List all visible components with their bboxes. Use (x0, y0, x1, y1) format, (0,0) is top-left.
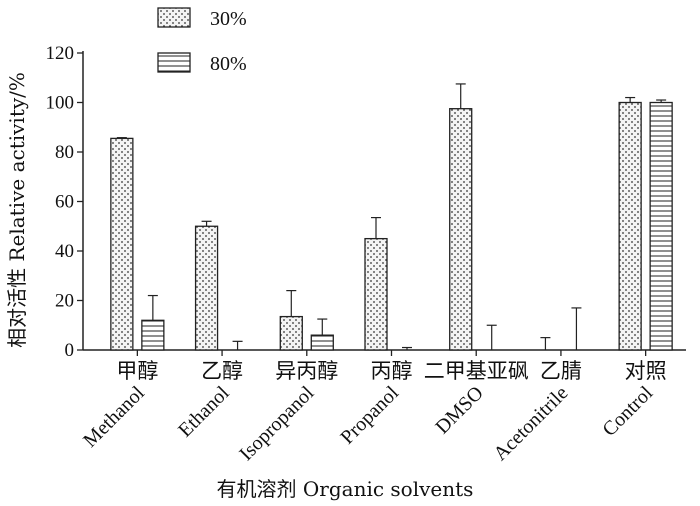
axes: 0 20 40 60 80 100 120 (46, 43, 686, 361)
legend-swatch (157, 7, 191, 28)
error-bars (116, 83, 667, 350)
category-label-cn: 丙醇 (371, 359, 413, 383)
y-tick-label: 20 (55, 291, 74, 312)
bar-series-30 (279, 315, 303, 351)
y-tick-label: 80 (55, 142, 74, 163)
bar-series-80 (649, 101, 673, 351)
category-label-en: Isopropanol (235, 382, 318, 465)
category-label-en: Propanol (336, 382, 403, 449)
y-tick-label: 0 (65, 340, 75, 361)
category-label-cn: 二甲基亚砜 (424, 359, 529, 383)
y-tick-label: 60 (55, 192, 74, 213)
category-label-cn: 乙腈 (540, 359, 582, 383)
category-label-en: Control (598, 382, 657, 441)
y-tick-label: 120 (46, 43, 75, 64)
legend: 30% 80% (157, 7, 247, 75)
bar-series-30 (618, 101, 642, 351)
category-label-en: Ethanol (174, 382, 234, 442)
y-axis-title: 相对活性 Relative activity/% (5, 72, 29, 348)
bar-series-30 (110, 137, 134, 351)
legend-swatch (157, 52, 191, 73)
bar-series-30 (364, 237, 388, 351)
category-label-en: Methanol (79, 382, 149, 452)
category-label-cn: 甲醇 (116, 359, 158, 383)
category-label-cn: 对照 (625, 359, 667, 383)
bar-series-30 (194, 225, 219, 351)
x-axis-title: 有机溶剂 Organic solvents (217, 477, 474, 501)
bars (110, 101, 673, 351)
bar-series-80 (310, 334, 334, 351)
bar-series-80 (141, 319, 165, 351)
category-label-en: DMSO (431, 382, 487, 438)
y-tick-label: 100 (46, 93, 75, 114)
category-label-en: Acetonitrile (489, 382, 572, 465)
category-label-cn: 乙醇 (201, 359, 243, 383)
legend-label: 30% (210, 8, 247, 30)
bar-series-30 (449, 108, 473, 351)
category-label-cn: 异丙醇 (275, 359, 338, 383)
y-tick-label: 40 (55, 241, 74, 262)
legend-label: 80% (210, 53, 247, 75)
